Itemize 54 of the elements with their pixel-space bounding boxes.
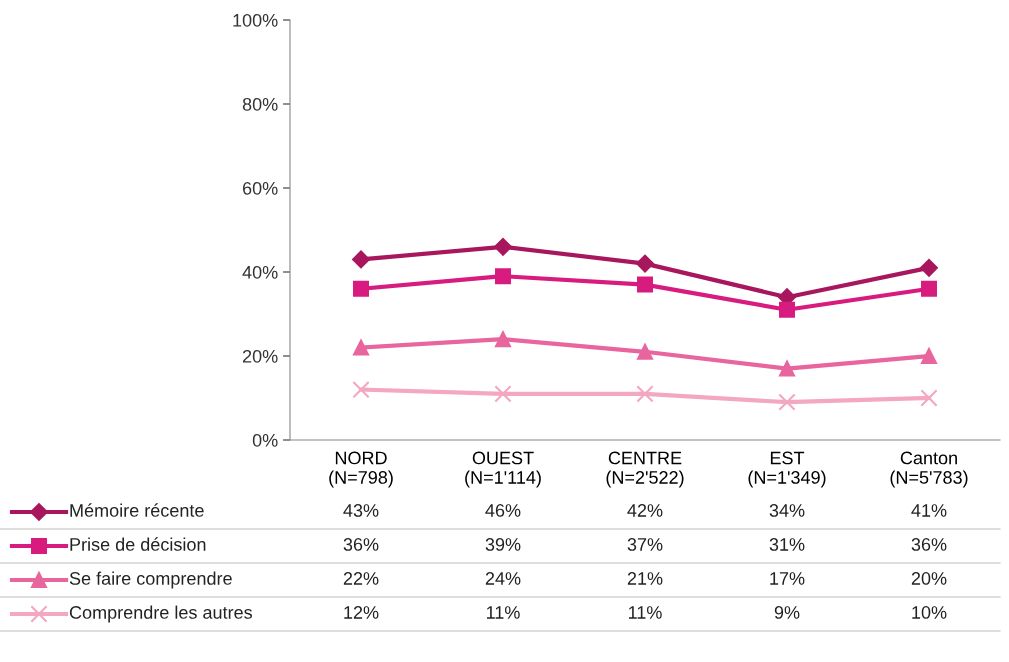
data-label: 21%: [627, 572, 663, 585]
y-tick-label: 20%: [242, 349, 278, 363]
x-tick-label: Canton (N=5'783): [890, 451, 968, 488]
point: [636, 254, 654, 273]
legend-label: Comprendre les autres: [69, 605, 252, 623]
point: [637, 276, 653, 293]
point: [495, 268, 511, 285]
data-label: 42%: [627, 504, 663, 517]
data-label: 41%: [911, 504, 947, 517]
point: [637, 343, 653, 360]
point: [921, 280, 937, 297]
point: [352, 380, 370, 399]
point: [779, 360, 795, 377]
legend-label: Mémoire récente: [70, 503, 204, 517]
data-label: 24%: [485, 572, 521, 585]
data-label: 20%: [911, 572, 947, 585]
data-label: 10%: [912, 606, 947, 619]
data-label: 43%: [343, 504, 379, 517]
point: [779, 301, 795, 318]
y-tick-label: 80%: [242, 97, 278, 111]
data-label: 34%: [769, 504, 805, 517]
point: [353, 280, 369, 297]
point: [921, 348, 937, 364]
point: [494, 385, 512, 403]
y-tick-label: 100%: [233, 13, 278, 27]
data-label: 9%: [774, 606, 800, 619]
point: [636, 385, 654, 403]
data-label: 46%: [485, 504, 521, 517]
point: [495, 331, 511, 348]
data-label: 11%: [486, 606, 520, 619]
data-label: 37%: [627, 538, 663, 551]
point: [353, 339, 369, 356]
x-tick-label: CENTRE (N=2'522): [606, 451, 684, 488]
point: [920, 258, 938, 277]
y-tick-label: 0%: [252, 433, 278, 447]
data-label: 36%: [343, 538, 379, 551]
point: [778, 393, 796, 411]
data-label: 11%: [628, 606, 662, 619]
data-label: 31%: [769, 538, 805, 551]
point: [352, 250, 370, 269]
data-label: 39%: [485, 538, 521, 551]
y-tick-label: 40%: [242, 265, 278, 279]
data-label: 22%: [343, 572, 379, 585]
x-tick-label: EST (N=1'349): [748, 451, 826, 488]
y-tick-label: 60%: [242, 181, 278, 195]
legend-label: Prise de décision: [70, 537, 206, 551]
point: [494, 237, 512, 256]
legend-label: Se faire comprendre: [69, 571, 232, 589]
data-label: 17%: [770, 572, 805, 585]
data-label: 12%: [344, 606, 379, 619]
data-label: 36%: [911, 538, 947, 551]
point: [920, 389, 938, 407]
x-tick-label: OUEST (N=1'114): [465, 451, 541, 488]
x-tick-label: NORD (N=798): [329, 451, 393, 488]
